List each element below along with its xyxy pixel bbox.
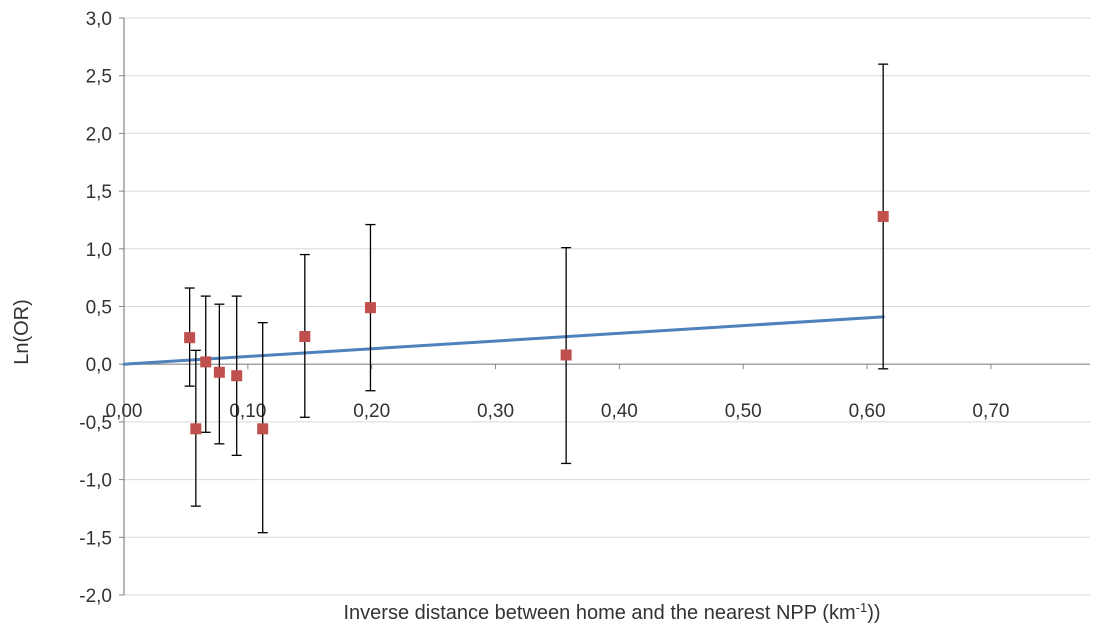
y-tick-label: 2,5 [86, 67, 112, 88]
y-tick-label: 0,0 [86, 355, 112, 376]
x-tick-labels: 0,00 0,10 0,20 0,30 0,40 0,50 0,60 0,70 [106, 401, 1010, 422]
y-tick-label: 0,5 [86, 298, 112, 319]
y-tick-label: -1,5 [79, 528, 112, 549]
y-tick-label: -1,0 [79, 471, 112, 492]
x-tick-label: 0,00 [106, 401, 143, 422]
data-point [257, 423, 269, 435]
y-tick-label: 2,0 [86, 124, 112, 145]
y-tick-label: -0,5 [79, 413, 112, 434]
x-tick-label: 0,50 [725, 401, 762, 422]
trendline [122, 315, 885, 366]
data-point [213, 366, 225, 378]
data-point [184, 332, 196, 344]
data-point [231, 370, 243, 382]
x-axis-title-suffix: )) [867, 602, 880, 624]
x-tick-label: 0,40 [601, 401, 638, 422]
x-tick-label: 0,20 [353, 401, 390, 422]
error-bars [184, 63, 889, 534]
x-axis-title: Inverse distance between home and the ne… [343, 600, 880, 624]
data-point [364, 302, 376, 314]
data-point [560, 349, 572, 361]
y-axis-title: Ln(OR) [11, 299, 33, 365]
data-point [299, 331, 311, 343]
x-tick-label: 0,10 [229, 401, 266, 422]
y-tick-label: 1,5 [86, 182, 112, 203]
y-tick-label: 1,0 [86, 240, 112, 261]
data-point [200, 356, 212, 368]
axes [119, 17, 1090, 596]
x-tick-label: 0,30 [477, 401, 514, 422]
x-tick-label: 0,60 [849, 401, 886, 422]
y-tick-label: -2,0 [79, 586, 112, 607]
x-tick-label: 0,70 [972, 401, 1009, 422]
x-axis-title-superscript: -1 [856, 600, 868, 615]
data-points [184, 210, 889, 435]
x-axis-title-main: Inverse distance between home and the ne… [343, 602, 855, 624]
data-point [190, 423, 202, 435]
y-tick-labels: 3,0 2,5 2,0 1,5 1,0 0,5 0,0 -0,5 -1,0 -1,5 -2,0 [79, 9, 112, 607]
trendline-layer [122, 315, 885, 366]
data-point [877, 210, 889, 222]
y-tick-label: 3,0 [86, 9, 112, 30]
gridlines [124, 17, 1090, 596]
